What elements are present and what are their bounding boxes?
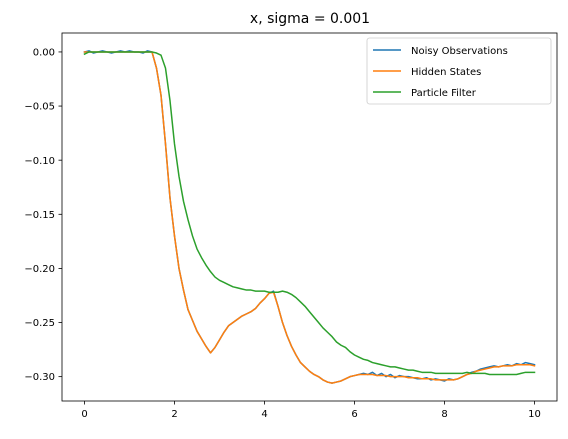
- legend-label: Hidden States: [411, 67, 481, 78]
- series-layer: [83, 50, 536, 384]
- y-tick-label: −0.20: [24, 264, 55, 275]
- legend-label: Particle Filter: [411, 88, 477, 99]
- legend-label: Noisy Observations: [411, 46, 508, 57]
- axes-frame: [61, 32, 558, 402]
- chart-title: x, sigma = 0.001: [250, 11, 370, 27]
- legend-box: [366, 37, 552, 105]
- x-tick-label: 2: [171, 409, 177, 420]
- x-tick-label: 4: [261, 409, 267, 420]
- x-tick-label: 10: [528, 409, 541, 420]
- x-tick-label: 6: [351, 409, 357, 420]
- y-tick-label: −0.30: [24, 372, 55, 383]
- x-tick-label: 8: [441, 409, 447, 420]
- series-line-3: [83, 51, 536, 376]
- y-tick-label: −0.25: [24, 318, 55, 329]
- y-tick-label: −0.05: [24, 102, 55, 113]
- y-tick-label: −0.15: [24, 210, 55, 221]
- y-tick-label: −0.10: [24, 156, 55, 167]
- x-tick-label: 0: [81, 409, 87, 420]
- series-line-2: [83, 51, 536, 384]
- legend: Noisy Observations Hidden States Particle …: [366, 37, 552, 105]
- axes-layer: 0 2 4 6 8 10 0.00 −0.05 −0.10 −0.15 −0.20 −0.25 −0.3…: [24, 32, 558, 420]
- y-tick-label: 0.00: [33, 48, 55, 59]
